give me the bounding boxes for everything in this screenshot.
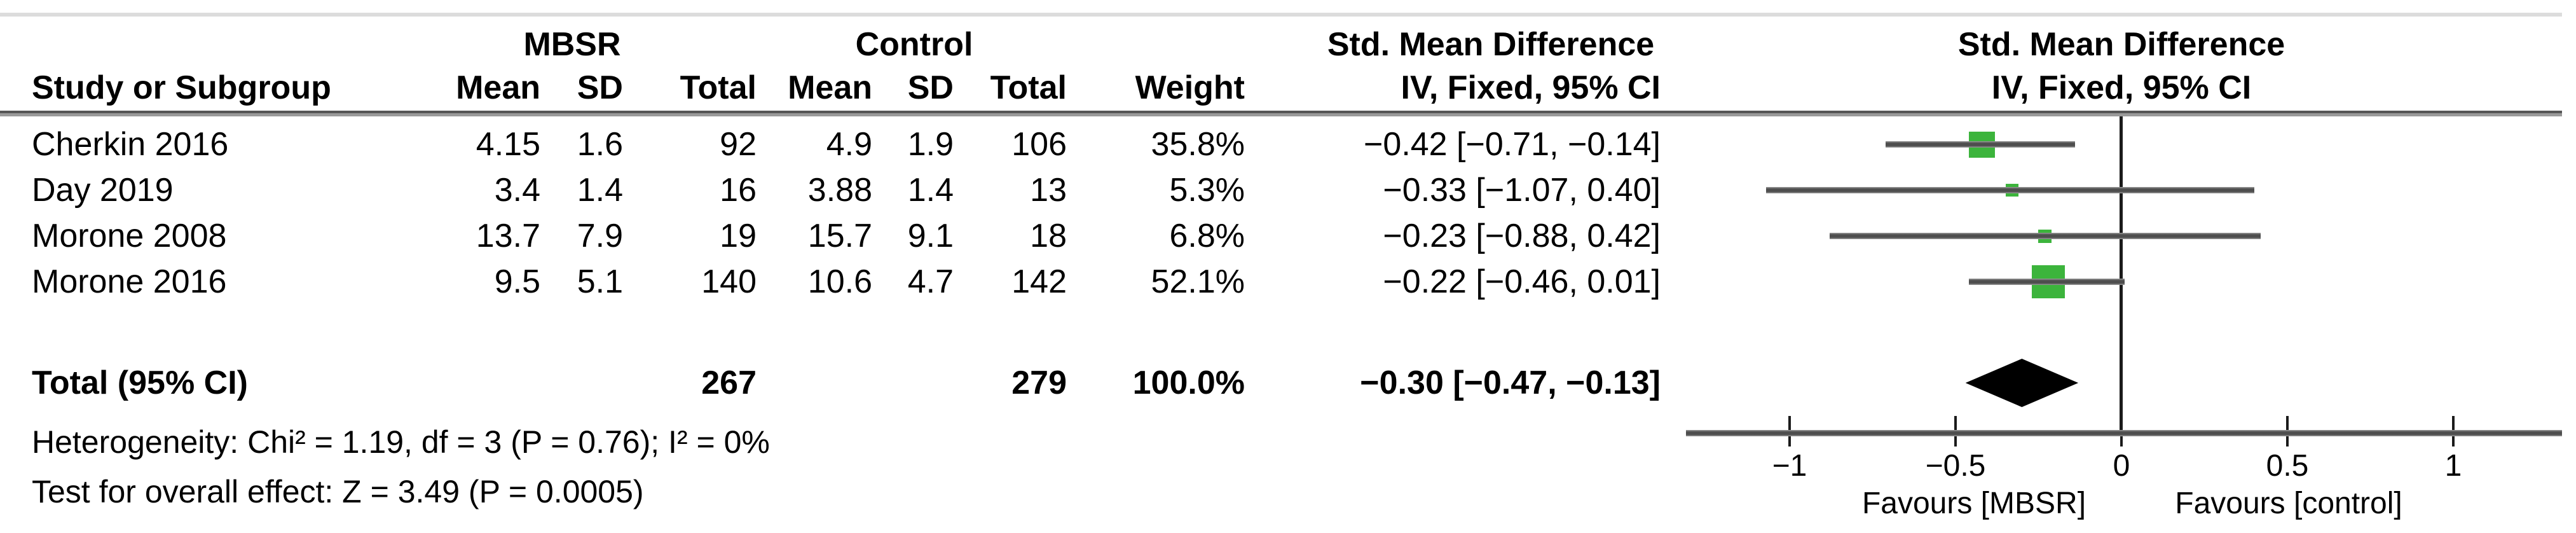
group-header-smd-table: Std. Mean Difference: [1327, 26, 1655, 63]
control-mean: 4.9: [826, 126, 872, 163]
ci-line: [1886, 141, 2075, 148]
mbsr-total: 16: [720, 172, 757, 209]
control-mean: 15.7: [807, 218, 872, 254]
favours-right-label: Favours [control]: [2175, 487, 2402, 520]
zero-effect-line: [2120, 116, 2123, 433]
mbsr-mean: 9.5: [494, 263, 540, 300]
column-header-iv-plot: IV, Fixed, 95% CI: [1991, 69, 2252, 106]
control-mean: 3.88: [807, 172, 872, 209]
group-header-control: Control: [855, 26, 973, 63]
weight-value: 6.8%: [1169, 218, 1245, 254]
top-border-line: [0, 13, 2562, 17]
study-name: Day 2019: [32, 172, 174, 209]
favours-left-label: Favours [MBSR]: [1861, 487, 2086, 520]
control-sd: 4.7: [907, 263, 954, 300]
axis-tick-label: 1: [2444, 449, 2462, 483]
column-header-mbsr-sd: SD: [577, 69, 623, 106]
control-total: 106: [1011, 126, 1067, 163]
axis-tick-label: −1: [1772, 449, 1807, 483]
mbsr-mean: 4.15: [476, 126, 540, 163]
weight-value: 35.8%: [1151, 126, 1245, 163]
column-header-control-mean: Mean: [788, 69, 872, 106]
mbsr-sd: 5.1: [577, 263, 623, 300]
mbsr-sd: 1.4: [577, 172, 623, 209]
group-header-smd-plot: Std. Mean Difference: [1957, 26, 2285, 63]
ci-text: −0.33 [−1.07, 0.40]: [1383, 172, 1661, 209]
study-name: Morone 2016: [32, 263, 227, 300]
weight-value: 5.3%: [1169, 172, 1245, 209]
column-header-control-sd: SD: [907, 69, 954, 106]
ci-text: −0.42 [−0.71, −0.14]: [1364, 126, 1661, 163]
control-mean: 10.6: [807, 263, 872, 300]
group-header-mbsr: MBSR: [523, 26, 621, 63]
pooled-effect-diamond: [1965, 359, 2079, 407]
axis-tick-label: 0: [2113, 449, 2130, 483]
control-sd: 9.1: [907, 218, 954, 254]
column-header-control-total: Total: [990, 69, 1067, 106]
ci-line: [1968, 279, 2125, 285]
mbsr-mean: 13.7: [476, 218, 540, 254]
column-header-weight: Weight: [1135, 69, 1245, 106]
column-header-mbsr-total: Total: [680, 69, 757, 106]
mbsr-total: 140: [701, 263, 757, 300]
heterogeneity-text: Heterogeneity: Chi² = 1.19, df = 3 (P = …: [32, 424, 770, 460]
mbsr-sd: 7.9: [577, 218, 623, 254]
study-name: Morone 2008: [32, 218, 227, 254]
mbsr-total: 19: [720, 218, 757, 254]
control-sd: 1.9: [907, 126, 954, 163]
ci-text: −0.22 [−0.46, 0.01]: [1383, 263, 1661, 300]
axis-tick-label: −0.5: [1925, 449, 1986, 483]
total-row-mbsr-total: 267: [701, 364, 757, 401]
study-name: Cherkin 2016: [32, 126, 229, 163]
overall-effect-text: Test for overall effect: Z = 3.49 (P = 0…: [32, 474, 644, 509]
weight-value: 52.1%: [1151, 263, 1245, 300]
ci-line: [1829, 233, 2261, 239]
control-total: 142: [1011, 263, 1067, 300]
control-total: 13: [1030, 172, 1067, 209]
x-axis-line: [1686, 430, 2562, 436]
header-separator-line: [0, 111, 2562, 116]
total-row-label: Total (95% CI): [32, 364, 248, 401]
control-sd: 1.4: [907, 172, 954, 209]
ci-text: −0.23 [−0.88, 0.42]: [1383, 218, 1661, 254]
mbsr-total: 92: [720, 126, 757, 163]
column-header-iv-table: IV, Fixed, 95% CI: [1401, 69, 1661, 106]
control-total: 18: [1030, 218, 1067, 254]
mbsr-sd: 1.6: [577, 126, 623, 163]
total-row-control-total: 279: [1011, 364, 1067, 401]
total-row-ci-text: −0.30 [−0.47, −0.13]: [1360, 364, 1661, 401]
total-row-weight: 100.0%: [1132, 364, 1245, 401]
ci-line: [1766, 187, 2254, 193]
mbsr-mean: 3.4: [494, 172, 540, 209]
column-header-study: Study or Subgroup: [32, 69, 331, 106]
column-header-mbsr-mean: Mean: [456, 69, 540, 106]
axis-tick-label: 0.5: [2266, 449, 2309, 483]
